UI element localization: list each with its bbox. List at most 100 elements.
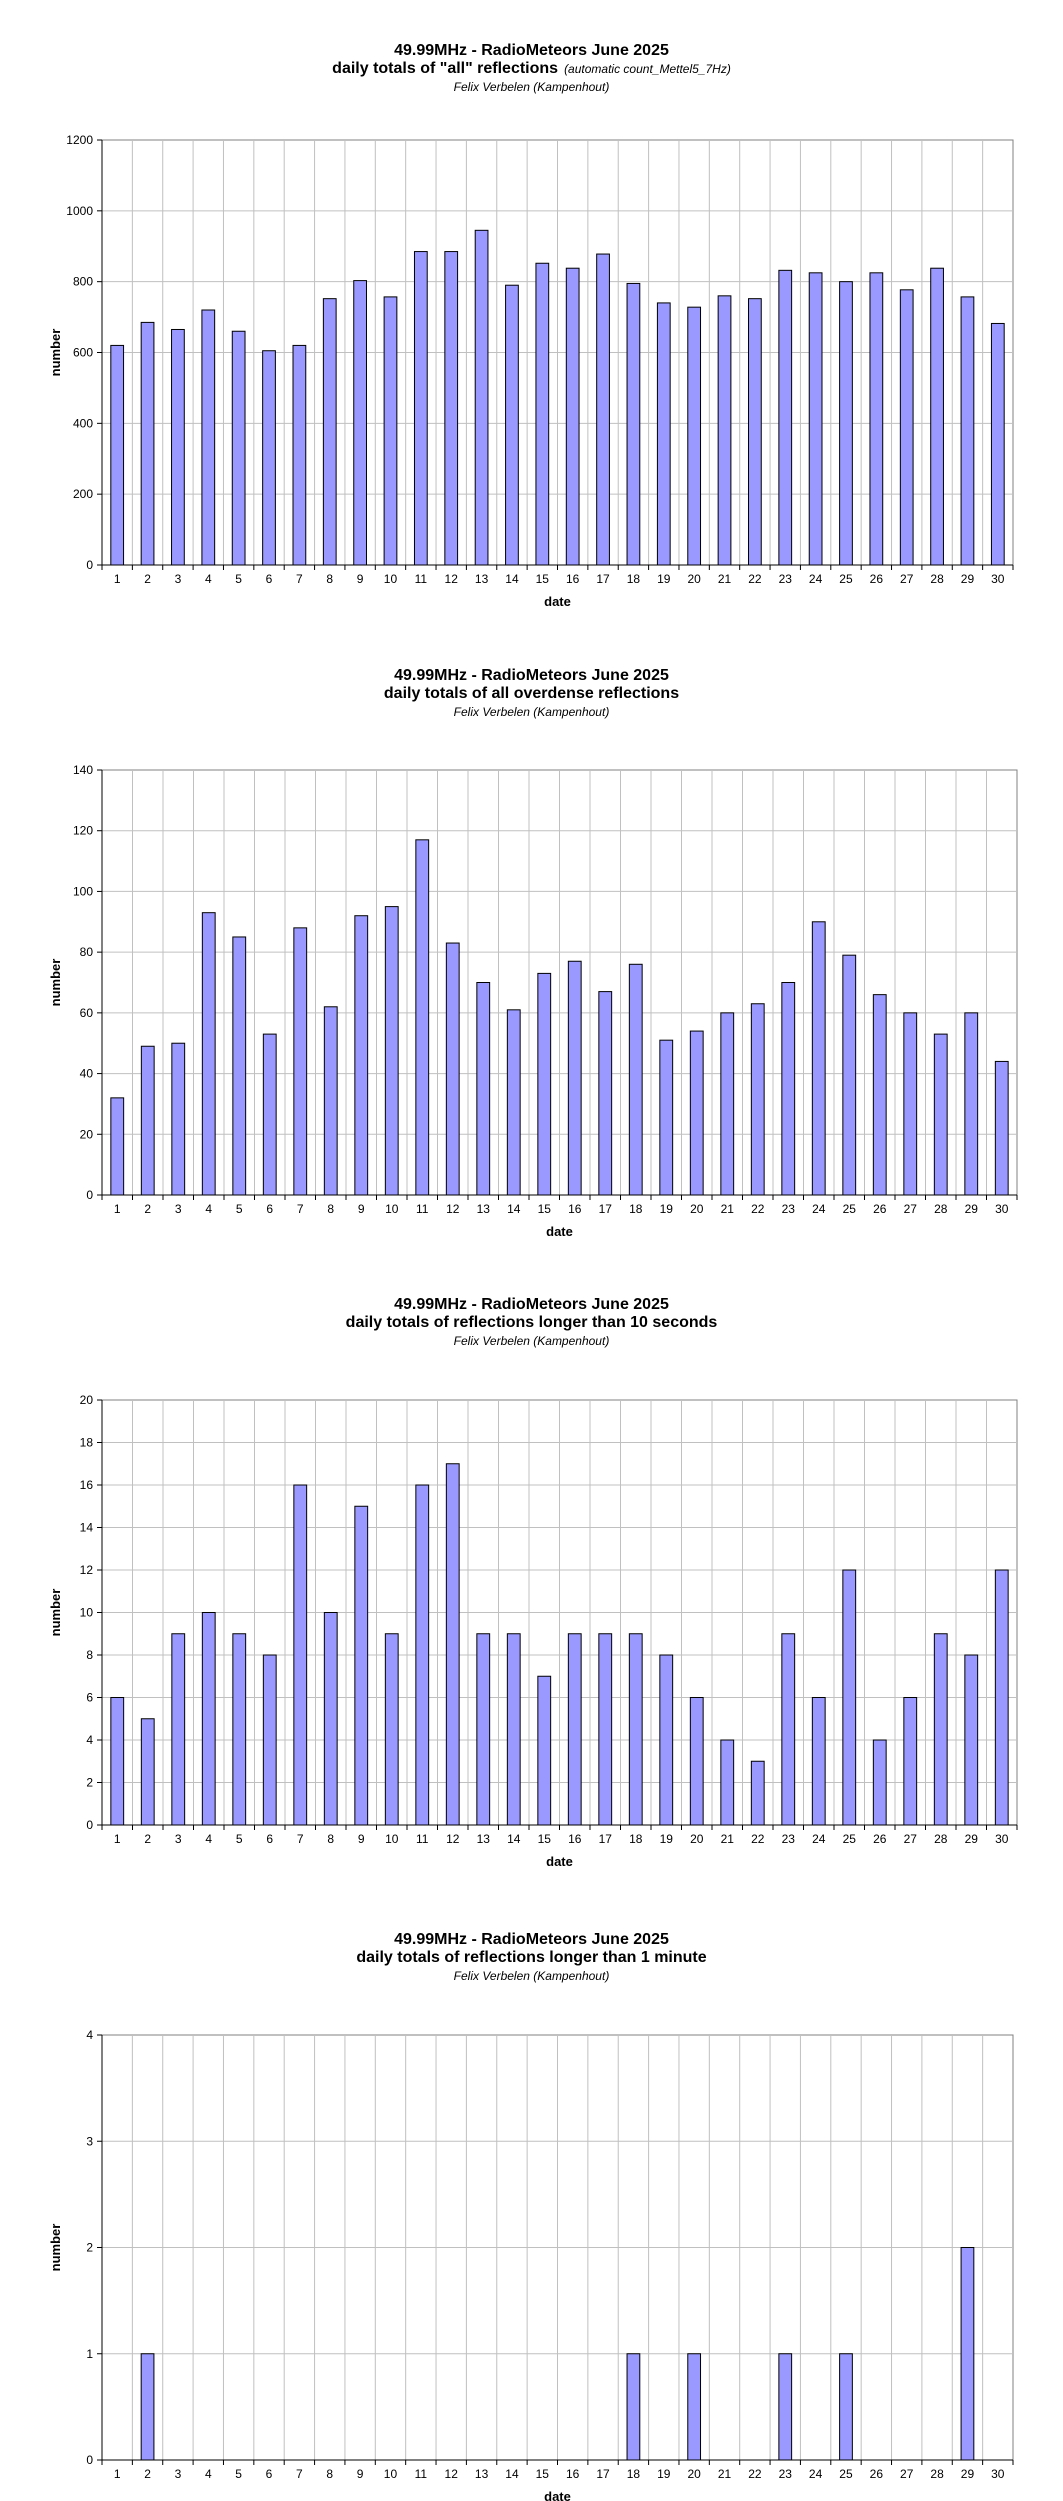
x-axis-label: date (546, 1854, 573, 1869)
x-tick-label: 22 (751, 1202, 765, 1216)
bar (413, 251, 428, 566)
y-axis-label: number (48, 1589, 63, 1637)
y-tick-label: 20 (80, 1393, 94, 1407)
x-tick-label: 12 (446, 1832, 460, 1846)
x-tick-label: 21 (721, 1202, 735, 1216)
bar (262, 1654, 277, 1826)
x-tick-label: 14 (505, 2467, 519, 2481)
bar (839, 281, 853, 566)
x-axis-label: date (544, 594, 571, 609)
x-tick-label: 27 (904, 1202, 918, 1216)
x-tick-label: 20 (687, 2467, 701, 2481)
bar (567, 1633, 582, 1826)
x-tick-label: 16 (568, 1832, 582, 1846)
x-tick-label: 2 (144, 572, 151, 586)
chart-title: 49.99MHz - RadioMeteors June 2025 (394, 667, 669, 684)
x-tick-label: 16 (566, 2467, 580, 2481)
bar (717, 295, 732, 566)
x-tick-label: 20 (687, 572, 701, 586)
x-tick-label: 15 (538, 1202, 552, 1216)
y-tick-label: 1200 (66, 133, 93, 147)
bar (872, 994, 887, 1196)
bar (598, 1633, 613, 1826)
bar (354, 915, 369, 1196)
x-tick-label: 15 (536, 2467, 550, 2481)
bar (292, 344, 307, 566)
x-tick-label: 26 (873, 1202, 887, 1216)
bar (750, 1003, 765, 1196)
bar (930, 267, 944, 566)
x-tick-label: 27 (900, 2467, 914, 2481)
bar (535, 262, 550, 566)
y-tick-label: 3 (86, 2134, 93, 2148)
bar (110, 344, 125, 566)
y-axis-label: number (48, 2224, 63, 2272)
bar (445, 942, 460, 1196)
x-tick-label: 26 (873, 1832, 887, 1846)
bar (474, 229, 489, 566)
bar (232, 1633, 247, 1826)
x-tick-label: 18 (627, 2467, 641, 2481)
x-tick-label: 9 (358, 1832, 365, 1846)
x-tick-label: 21 (718, 572, 732, 586)
bar (659, 1654, 674, 1826)
x-tick-label: 8 (326, 572, 333, 586)
bar (140, 321, 155, 566)
x-tick-label: 7 (297, 1202, 304, 1216)
bar (415, 839, 430, 1196)
bar (598, 991, 613, 1196)
bar (990, 322, 1005, 566)
x-tick-label: 6 (266, 1832, 273, 1846)
x-tick-label: 30 (995, 1202, 1009, 1216)
y-tick-label: 60 (80, 1006, 94, 1020)
bar (293, 927, 308, 1196)
bar (960, 296, 975, 566)
y-tick-label: 1000 (66, 204, 93, 218)
bar (445, 1463, 460, 1826)
x-tick-label: 24 (812, 1202, 826, 1216)
bar (322, 298, 337, 566)
y-tick-label: 6 (86, 1691, 93, 1705)
bar (656, 302, 671, 566)
bar (262, 1033, 277, 1196)
y-tick-label: 800 (73, 275, 93, 289)
y-tick-label: 12 (80, 1563, 94, 1577)
x-tick-label: 9 (357, 572, 364, 586)
bar (689, 1030, 704, 1196)
y-axis-label: number (48, 959, 63, 1007)
x-tick-label: 3 (175, 572, 182, 586)
x-tick-label: 16 (566, 572, 580, 586)
x-tick-label: 19 (660, 1832, 674, 1846)
y-tick-label: 8 (86, 1648, 93, 1662)
chart-subtitle: Felix Verbelen (Kampenhout) (453, 705, 610, 719)
chart-title-line2: daily totals of reflections longer than … (345, 1314, 718, 1331)
bar (994, 1060, 1009, 1196)
chart-subtitle: Felix Verbelen (Kampenhout) (453, 1334, 610, 1348)
bar (293, 1484, 308, 1826)
x-tick-label: 23 (779, 572, 793, 586)
y-tick-label: 18 (80, 1436, 94, 1450)
x-tick-label: 3 (175, 1832, 182, 1846)
bar (781, 982, 796, 1196)
x-tick-label: 9 (357, 2467, 364, 2481)
x-tick-label: 25 (843, 1202, 857, 1216)
bar (537, 972, 552, 1196)
x-tick-label: 22 (748, 572, 762, 586)
x-tick-label: 28 (934, 1202, 948, 1216)
bar (960, 2247, 975, 2461)
bar (628, 1633, 643, 1826)
x-tick-label: 27 (904, 1832, 918, 1846)
x-tick-label: 5 (235, 2467, 242, 2481)
bar (903, 1697, 918, 1826)
x-tick-label: 29 (961, 572, 975, 586)
bar (567, 960, 582, 1196)
x-tick-label: 13 (475, 572, 489, 586)
x-tick-label: 18 (627, 572, 641, 586)
x-tick-label: 2 (144, 1832, 151, 1846)
x-tick-label: 5 (235, 572, 242, 586)
bar (687, 306, 702, 566)
y-tick-label: 2 (86, 1776, 93, 1790)
x-tick-label: 25 (839, 2467, 853, 2481)
